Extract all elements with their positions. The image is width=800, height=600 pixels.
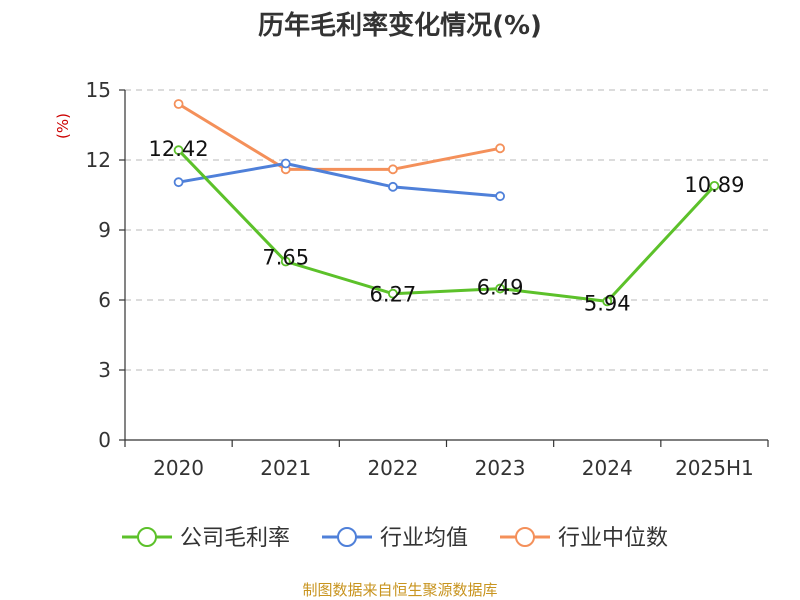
axes: 0 3 6 9 12 15 2020 2021 2022 2023 2024 2025H1 bbox=[86, 78, 769, 480]
x-tick-label: 2025H1 bbox=[675, 456, 754, 480]
data-point bbox=[280, 256, 291, 267]
data-point bbox=[280, 158, 291, 169]
legend[interactable]: 公司毛利率 行业均值 行业中位数 bbox=[122, 526, 668, 551]
series bbox=[173, 99, 720, 307]
y-axis-label: (%) bbox=[54, 113, 72, 139]
data-point bbox=[173, 177, 184, 188]
legend-marker bbox=[137, 527, 157, 547]
data-label: 7.65 bbox=[262, 246, 309, 270]
x-tick-label: 2024 bbox=[582, 456, 633, 480]
series-line-1 bbox=[178, 162, 501, 198]
data-label: 12.42 bbox=[149, 137, 209, 161]
series-line-2 bbox=[177, 102, 501, 171]
data-point bbox=[709, 180, 720, 191]
data-point bbox=[495, 143, 505, 154]
data-labels: 12.42 7.65 6.27 6.49 5.94 10.89 bbox=[149, 137, 745, 315]
data-point bbox=[495, 283, 505, 294]
y-tick-label: 15 bbox=[86, 78, 111, 102]
legend-item-0[interactable]: 公司毛利率 bbox=[122, 526, 290, 551]
x-tick-label: 2021 bbox=[260, 456, 311, 480]
data-label: 6.49 bbox=[477, 276, 524, 300]
source-note: 制图数据来自恒生聚源数据库 bbox=[302, 581, 497, 599]
data-point bbox=[388, 288, 398, 299]
data-point bbox=[173, 99, 184, 109]
y-tick-label: 0 bbox=[98, 428, 111, 452]
x-tick-label: 2023 bbox=[475, 456, 526, 480]
legend-item-1[interactable]: 行业均值 bbox=[322, 526, 468, 551]
data-point bbox=[495, 191, 505, 202]
legend-marker bbox=[337, 527, 357, 547]
chart-title: 历年毛利率变化情况(%) bbox=[258, 10, 542, 41]
y-tick-label: 3 bbox=[98, 358, 111, 382]
data-label: 10.89 bbox=[684, 173, 744, 197]
y-tick-label: 6 bbox=[98, 288, 111, 312]
data-label: 6.27 bbox=[370, 283, 417, 307]
legend-marker bbox=[515, 527, 535, 547]
legend-item-2[interactable]: 行业中位数 bbox=[500, 526, 668, 551]
legend-label: 公司毛利率 bbox=[180, 526, 290, 551]
data-label: 5.94 bbox=[584, 291, 631, 315]
data-point bbox=[388, 164, 398, 175]
series-line-0 bbox=[177, 149, 716, 303]
x-tick-label: 2022 bbox=[367, 456, 418, 480]
legend-label: 行业中位数 bbox=[558, 526, 668, 551]
legend-label: 行业均值 bbox=[380, 526, 468, 551]
y-tick-label: 12 bbox=[86, 148, 111, 172]
data-point bbox=[602, 296, 613, 307]
data-point bbox=[173, 145, 184, 156]
data-point bbox=[388, 181, 398, 192]
y-tick-label: 9 bbox=[98, 218, 111, 242]
x-tick-label: 2020 bbox=[153, 456, 204, 480]
